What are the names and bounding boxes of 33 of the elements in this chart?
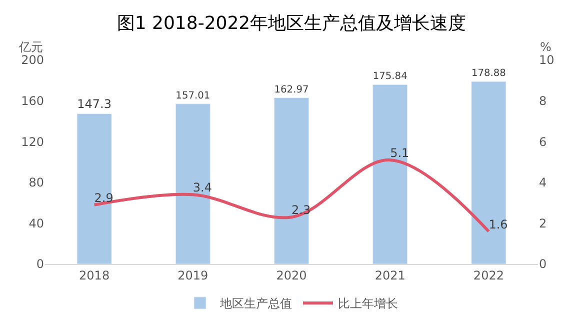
data-label: 3.4 xyxy=(192,180,212,195)
y-tick-label: 0 xyxy=(36,257,44,272)
y-tick-label: 40 xyxy=(28,216,44,230)
y2-tick-label: 6 xyxy=(539,134,547,149)
data-label: 2.9 xyxy=(94,190,114,205)
y-tick-label: 120 xyxy=(21,134,44,149)
data-label: 162.97 xyxy=(274,84,309,96)
y2-tick-label: 10 xyxy=(539,53,554,68)
data-label: 1.6 xyxy=(488,217,508,232)
line-series xyxy=(92,158,490,233)
x-tick-label: 2021 xyxy=(374,268,406,282)
legend-label: 比上年增长 xyxy=(338,296,398,311)
chart-title: 图1 2018-2022年地区生产总值及增长速度 xyxy=(116,13,466,34)
legend-label: 地区生产总值 xyxy=(219,296,292,311)
y-tick-label: 160 xyxy=(21,94,44,108)
x-tick-label: 2018 xyxy=(79,268,110,282)
y2-tick-label: 8 xyxy=(539,94,547,108)
y-tick-label: 200 xyxy=(21,53,44,68)
data-label: 157.01 xyxy=(176,90,210,102)
y-tick-label: 80 xyxy=(28,176,44,190)
y2-tick-label: 2 xyxy=(539,216,547,230)
data-label: 175.84 xyxy=(372,71,408,82)
x-tick-label: 2022 xyxy=(473,268,504,282)
y2-tick-label: 4 xyxy=(539,176,547,190)
data-label: 147.3 xyxy=(77,96,112,111)
data-label: 178.88 xyxy=(471,68,506,80)
data-label: 2.3 xyxy=(292,203,311,218)
y2-axis-title: % xyxy=(540,40,552,54)
x-tick-label: 2020 xyxy=(276,268,307,282)
x-tick-label: 2019 xyxy=(178,268,208,282)
data-label: 5.1 xyxy=(390,146,410,160)
y2-tick-label: 0 xyxy=(539,257,547,272)
y-axis-title: 亿元 xyxy=(18,40,43,54)
